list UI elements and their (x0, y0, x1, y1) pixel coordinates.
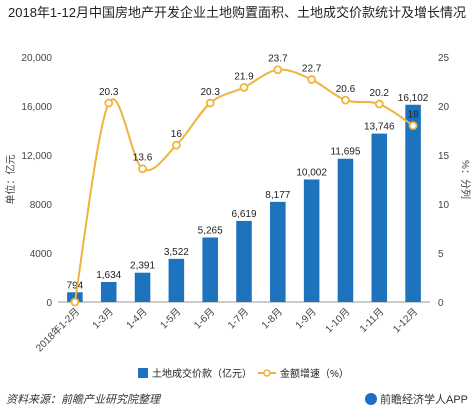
bar (134, 272, 151, 302)
bar (100, 281, 117, 302)
bar-value-label: 8,177 (265, 190, 290, 201)
x-tick-label: 2018年1-2月 (33, 305, 82, 354)
bar (303, 179, 320, 302)
chart-title: 2018年1-12月中国房地产开发企业土地购置面积、土地成交价款统计及增长情况 (8, 5, 466, 20)
bar-value-label: 6,619 (231, 209, 256, 220)
bar (236, 220, 252, 302)
line-point (138, 164, 147, 174)
bar (168, 258, 185, 302)
bar-value-label: 10,002 (296, 167, 327, 178)
bar-value-label: 3,522 (164, 247, 189, 258)
line-point (408, 121, 418, 130)
y-left-tick-label: 8000 (30, 200, 53, 211)
line-value-label: 20.2 (370, 88, 390, 99)
bar (405, 104, 421, 302)
x-tick-label: 1-7月 (225, 306, 251, 332)
x-tick-label: 1-8月 (259, 306, 285, 332)
y-left-tick-label: 12,000 (21, 151, 52, 162)
y-right-tick-label: 25 (438, 53, 450, 64)
brand-label: 前瞻经济学人APP (364, 391, 468, 407)
x-tick-label: 1-6月 (192, 306, 218, 332)
legend-line-marker (263, 369, 271, 377)
x-tick-label: 1-3月 (90, 306, 116, 332)
bar-value-label: 16,102 (398, 93, 429, 104)
line-point (374, 99, 384, 109)
y-right-tick-label: 20 (438, 102, 450, 113)
bar (202, 237, 218, 302)
brand-logo-icon (364, 393, 377, 405)
line-value-label: 22.7 (302, 64, 322, 75)
line-value-label: 20.3 (99, 87, 119, 98)
x-tick-label: 1-10月 (323, 306, 353, 336)
line-value-label: 16 (171, 129, 183, 140)
x-tick-label: 1-5月 (158, 306, 184, 332)
bar-value-label: 11,695 (331, 147, 361, 158)
legend-bar-swatch (138, 368, 148, 378)
x-tick-label: 1-11月 (357, 306, 386, 335)
line-point (104, 98, 114, 108)
y-left-tick-label: 0 (46, 298, 52, 309)
source-note: 资料来源：前瞻产业研究院整理 (6, 394, 160, 406)
legend-bar-label: 土地成交价款（亿元） (152, 367, 252, 380)
line-point (205, 98, 215, 108)
legend-line-label: 金额增速（%） (280, 367, 349, 380)
line-value-label: 23.7 (268, 54, 288, 65)
line-point (273, 65, 283, 75)
line-value-label: 13.6 (133, 153, 153, 164)
y-left-axis-title: 单位：亿元 (4, 155, 17, 205)
y-left-tick-label: 20,000 (21, 53, 52, 64)
line-value-label: 18 (408, 110, 420, 121)
line-point (70, 297, 80, 307)
y-left-tick-label: 16,000 (21, 102, 52, 113)
line-point (341, 95, 350, 105)
line-point (171, 140, 181, 150)
brand-text: 前瞻经济学人APP (379, 394, 468, 406)
bar-value-label: 2,391 (130, 261, 155, 272)
line-point (307, 75, 317, 84)
y-left-tick-label: 4000 (30, 249, 53, 260)
line-value-label: 21.9 (234, 71, 254, 82)
bar-value-label: 1,634 (96, 270, 121, 281)
y-right-tick-label: 0 (438, 298, 444, 309)
bar (270, 201, 286, 302)
bar-value-label: 13,746 (364, 122, 395, 133)
x-tick-label: 1-9月 (293, 306, 319, 332)
line-value-label: 20.6 (336, 84, 356, 95)
y-right-tick-label: 15 (438, 151, 450, 162)
x-tick-label: 1-12月 (391, 306, 421, 336)
x-tick-label: 1-4月 (124, 306, 150, 332)
y-right-tick-label: 5 (438, 249, 444, 260)
bar (371, 133, 388, 302)
y-right-axis-title: %：分列 (459, 160, 472, 199)
line-point (239, 82, 249, 92)
y-right-tick-label: 10 (438, 200, 450, 211)
bar-value-label: 5,265 (198, 226, 223, 237)
bar (337, 158, 354, 302)
bar-value-label: 794 (67, 280, 84, 291)
line-value-label: 20.3 (200, 87, 220, 98)
